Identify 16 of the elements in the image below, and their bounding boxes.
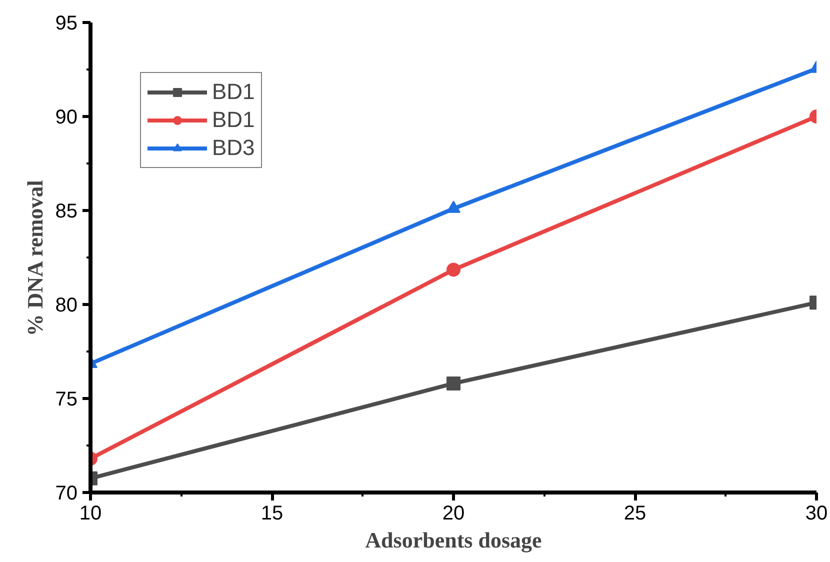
y-tick-label: 85	[55, 200, 78, 222]
y-tick-label: 70	[55, 482, 78, 504]
x-tick-label: 30	[805, 502, 828, 524]
y-tick-label: 75	[55, 388, 78, 410]
y-tick-label: 90	[55, 106, 78, 128]
x-tick-label: 20	[442, 502, 465, 524]
x-tick-label: 15	[260, 502, 284, 524]
y-tick-label: 95	[55, 12, 78, 34]
x-tick-label: 25	[624, 502, 646, 524]
legend-label: BD1	[212, 107, 255, 133]
legend-label: BD3	[212, 135, 255, 161]
x-tick-label: 10	[79, 502, 102, 524]
y-axis-title: % DNA removal	[22, 180, 48, 336]
legend-label: BD1	[212, 79, 255, 105]
y-tick-label: 80	[55, 294, 78, 316]
x-axis-title: Adsorbents dosage	[365, 528, 542, 552]
